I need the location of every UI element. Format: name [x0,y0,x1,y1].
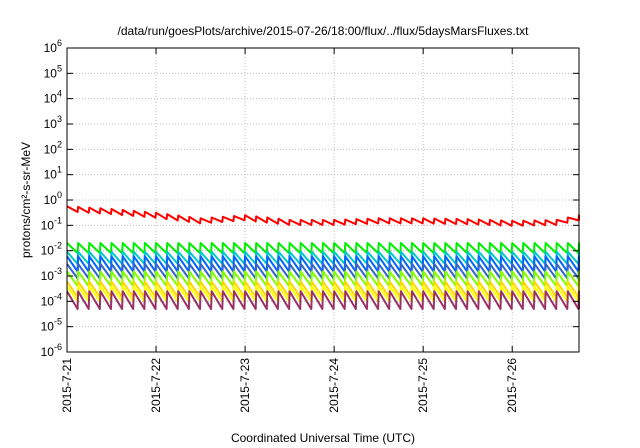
y-tick-label: 100 [44,190,62,207]
y-tick-label: 10-4 [41,291,62,308]
y-tick-label: 102 [44,139,62,156]
series-line-1 [66,205,580,227]
x-tick-label: 2015-7-26 [505,358,519,413]
y-tick-label: 103 [44,114,62,131]
series-line-2 [66,242,580,255]
y-tick-label: 10-6 [41,342,62,359]
y-tick-label: 10-2 [41,241,62,258]
x-tick-label: 2015-7-25 [416,358,430,413]
chart-title: /data/run/goesPlots/archive/2015-07-26/1… [118,24,530,38]
y-tick-label: 104 [44,89,62,106]
x-tick-label: 2015-7-24 [327,358,341,413]
y-tick-label: 101 [44,165,62,182]
series-line-6 [66,270,580,288]
x-axis-title: Coordinated Universal Time (UTC) [231,431,415,445]
y-axis-title: protons/cm²-s-sr-MeV [19,142,33,258]
y-tick-label: 10-3 [41,266,62,283]
y-tick-label: 105 [44,63,62,80]
y-tick-label: 106 [44,38,62,55]
ticks: 10-6 10-5 10-4 10-3 10-2 10-1 100 101 102 103 104 1… [41,38,579,413]
y-tick-label: 10-1 [41,215,62,232]
y-tick-label: 10-5 [41,317,62,334]
series-group [66,205,580,310]
series-line-9 [66,290,580,310]
x-tick-label: 2015-7-22 [149,358,163,413]
x-tick-label: 2015-7-23 [238,358,252,413]
x-tick-label: 2015-7-21 [60,358,74,413]
